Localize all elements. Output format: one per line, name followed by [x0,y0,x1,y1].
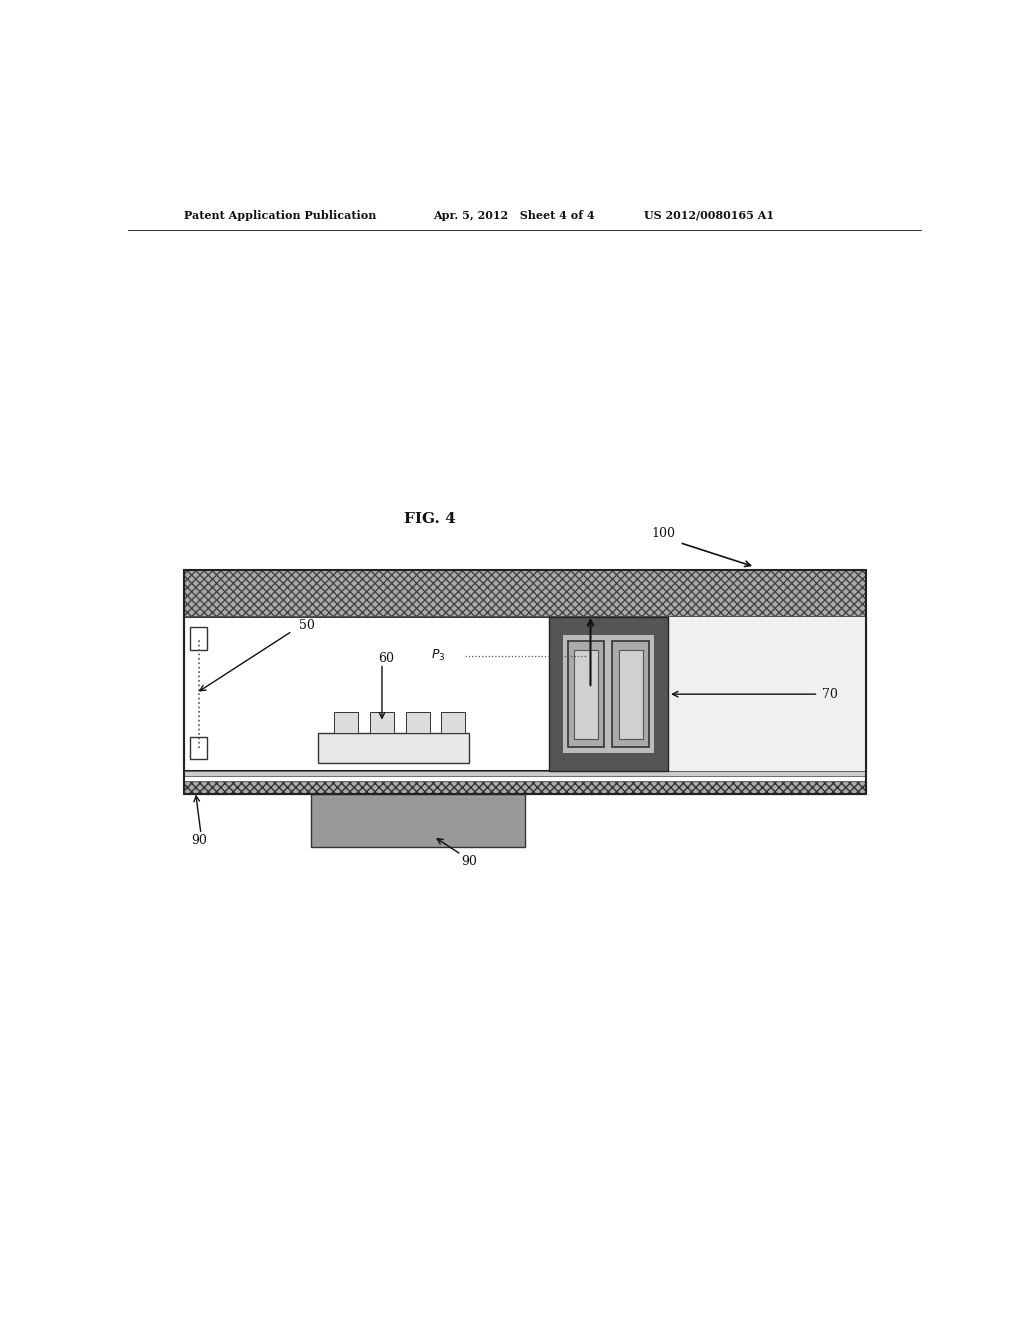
Bar [183,781,866,793]
Bar [189,737,207,759]
Bar [668,616,866,771]
Bar [406,713,430,733]
Bar [183,570,866,793]
Text: Apr. 5, 2012   Sheet 4 of 4: Apr. 5, 2012 Sheet 4 of 4 [433,210,595,220]
Bar [441,713,465,733]
Text: FIG. 4: FIG. 4 [403,512,456,527]
Bar [563,635,654,752]
Bar [318,733,469,763]
Bar [574,649,598,739]
Text: $\mathit{P}_3$: $\mathit{P}_3$ [431,648,445,663]
Bar [183,776,866,781]
Bar [189,627,207,649]
Text: 100: 100 [651,527,676,540]
Bar [549,616,668,771]
Text: US 2012/0080165 A1: US 2012/0080165 A1 [644,210,774,220]
Text: 60: 60 [378,652,394,665]
Text: Patent Application Publication: Patent Application Publication [183,210,376,220]
Text: 50: 50 [299,619,314,632]
Bar [618,649,643,739]
Bar [183,570,866,616]
Bar [612,642,649,747]
Bar [370,713,394,733]
Text: 90: 90 [461,854,477,867]
Bar [183,616,866,771]
Bar [567,642,604,747]
Text: 70: 70 [822,688,839,701]
Bar [183,771,866,776]
Bar [334,713,358,733]
Bar [310,793,525,846]
Text: 90: 90 [191,834,208,847]
